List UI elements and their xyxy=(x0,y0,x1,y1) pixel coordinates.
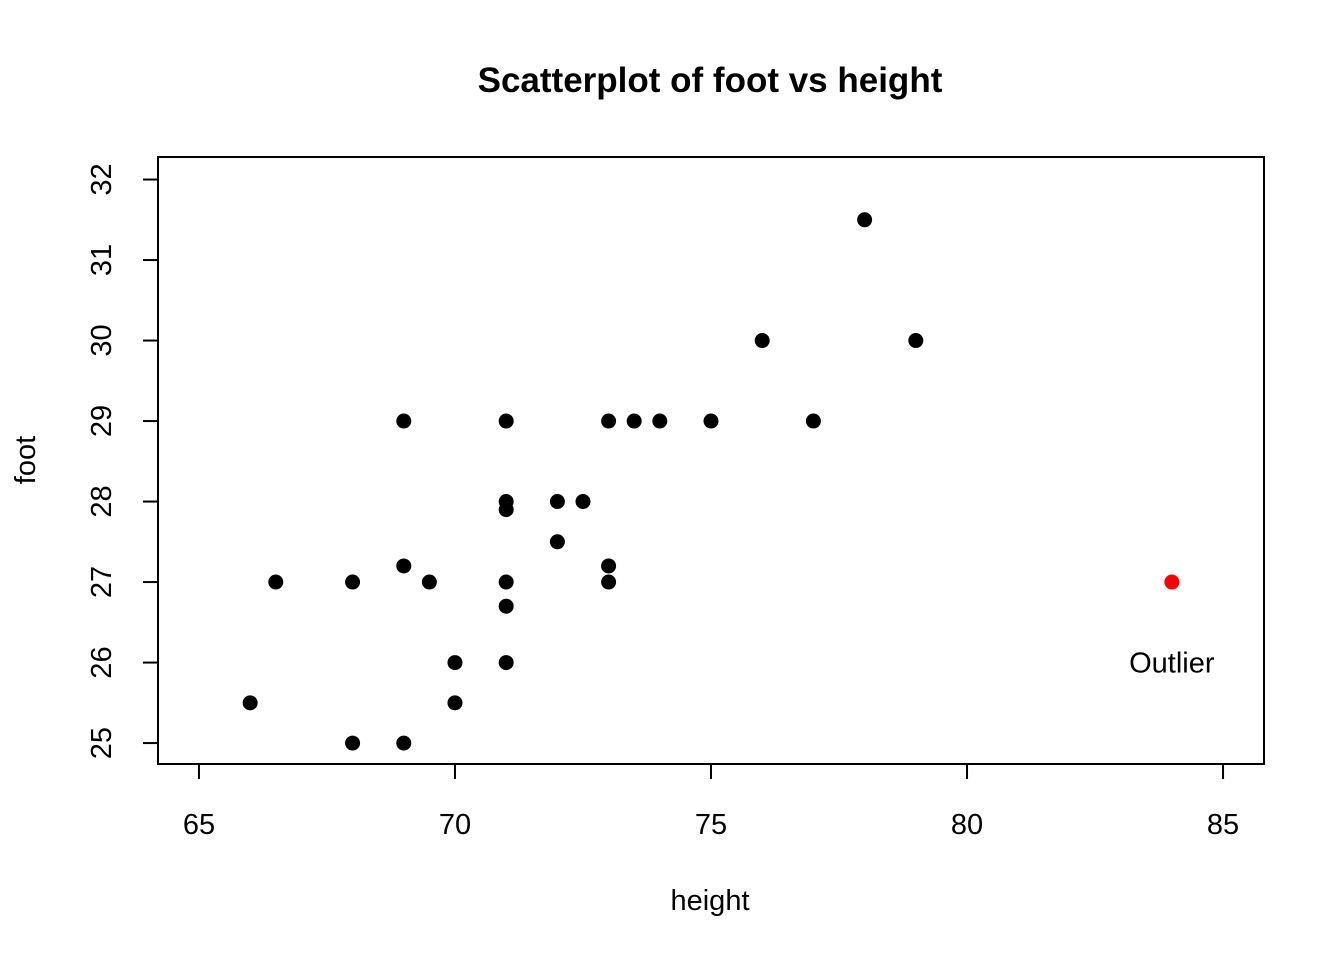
data-point xyxy=(447,695,463,711)
data-point xyxy=(447,655,463,671)
x-axis-label: height xyxy=(670,885,749,917)
y-tick-label: 26 xyxy=(86,646,118,678)
data-point xyxy=(908,333,924,349)
data-point xyxy=(652,413,668,429)
data-point xyxy=(1164,574,1180,590)
data-point xyxy=(498,413,514,429)
data-point xyxy=(498,598,514,614)
y-tick-label: 25 xyxy=(86,727,118,759)
data-point xyxy=(345,574,361,590)
data-point xyxy=(396,558,412,574)
plot-frame xyxy=(157,156,1265,765)
y-tick-label: 28 xyxy=(86,485,118,517)
data-point xyxy=(498,655,514,671)
data-point xyxy=(626,413,642,429)
y-axis-label: foot xyxy=(10,436,42,484)
data-point xyxy=(242,695,258,711)
y-tick-label: 32 xyxy=(86,163,118,195)
data-point xyxy=(421,574,437,590)
chart-title: Scatterplot of foot vs height xyxy=(478,61,943,100)
y-axis: 25 26 27 28 29 30 31 32 xyxy=(86,163,159,759)
x-tick-label: 70 xyxy=(439,809,471,841)
y-tick-label: 31 xyxy=(86,244,118,276)
x-tick-label: 80 xyxy=(951,809,983,841)
data-point xyxy=(754,333,770,349)
y-tick-label: 29 xyxy=(86,405,118,437)
data-point xyxy=(857,212,873,228)
data-point xyxy=(601,558,617,574)
data-points xyxy=(242,212,1180,751)
data-point xyxy=(268,574,284,590)
x-tick-label: 75 xyxy=(695,809,727,841)
y-tick-label: 30 xyxy=(86,324,118,356)
data-point xyxy=(549,494,565,510)
annotation-label: Outlier xyxy=(1129,648,1215,680)
data-point xyxy=(498,574,514,590)
x-tick-label: 85 xyxy=(1207,809,1239,841)
data-point xyxy=(345,735,361,751)
data-point xyxy=(396,413,412,429)
x-axis: 65 70 75 80 85 xyxy=(183,763,1239,841)
data-point xyxy=(601,413,617,429)
annotations: Outlier xyxy=(1129,648,1215,680)
data-point xyxy=(575,494,591,510)
data-point xyxy=(703,413,719,429)
data-point xyxy=(396,735,412,751)
data-point xyxy=(549,534,565,550)
data-point xyxy=(498,494,514,510)
x-tick-label: 65 xyxy=(183,809,215,841)
y-tick-label: 27 xyxy=(86,566,118,598)
data-point xyxy=(805,413,821,429)
data-point xyxy=(601,574,617,590)
